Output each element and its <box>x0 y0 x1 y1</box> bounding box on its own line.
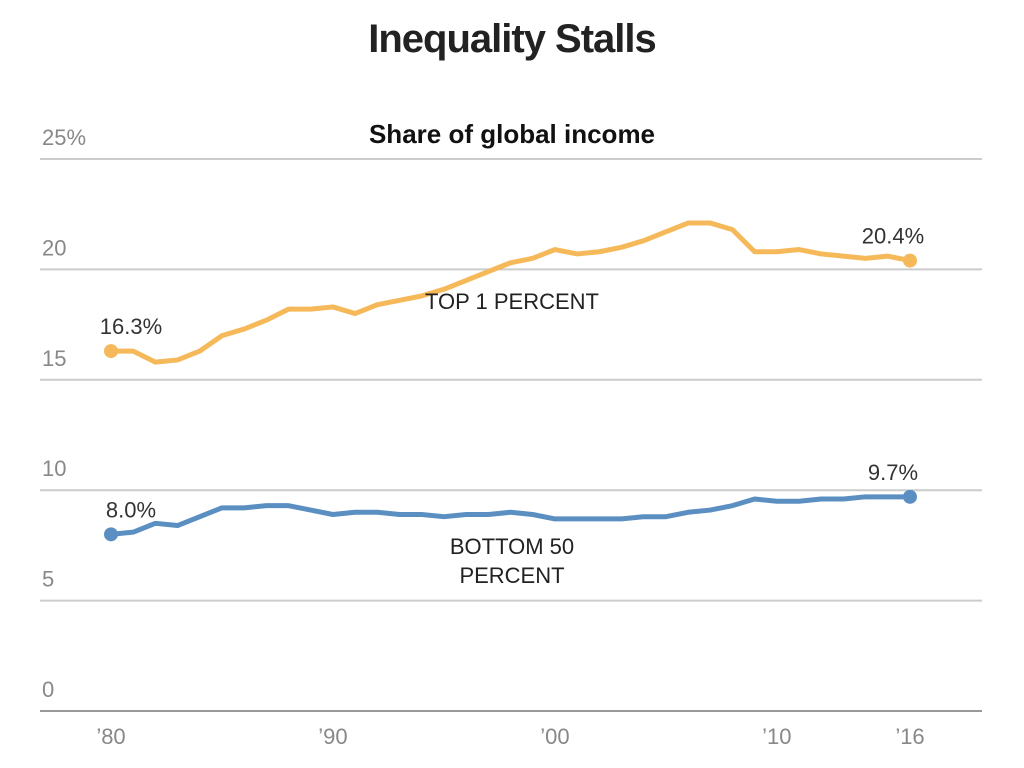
value-label: 9.7% <box>868 460 918 485</box>
series-label: TOP 1 PERCENT <box>424 289 599 314</box>
end-dot <box>104 344 118 359</box>
y-tick-label: 20 <box>42 235 66 260</box>
line <box>110 494 910 537</box>
line <box>111 220 911 365</box>
x-tick-label: ’90 <box>318 724 347 749</box>
value-label: 20.4% <box>862 224 924 249</box>
series-label: BOTTOM 50 PERCENT <box>449 534 575 588</box>
y-tick-label: 10 <box>42 456 66 481</box>
end-dot <box>903 489 917 504</box>
value-label: 16.3% <box>100 314 162 339</box>
chart-subtitle: Share of global income <box>369 119 655 149</box>
y-tick-label: 5 <box>42 567 54 592</box>
y-tick-label: 0 <box>42 677 54 702</box>
y-tick-label: 25% <box>42 125 86 150</box>
y-tick-label: 15 <box>42 346 66 371</box>
chart-title: Inequality Stalls <box>368 17 656 61</box>
x-tick-label: ’16 <box>895 724 924 749</box>
end-dot <box>903 253 917 268</box>
x-tick-label: ’80 <box>96 724 125 749</box>
x-tick-label: ’00 <box>540 724 569 749</box>
x-tick-label: ’10 <box>762 724 791 749</box>
value-label: 8.0% <box>106 497 156 522</box>
end-dot <box>104 527 118 542</box>
